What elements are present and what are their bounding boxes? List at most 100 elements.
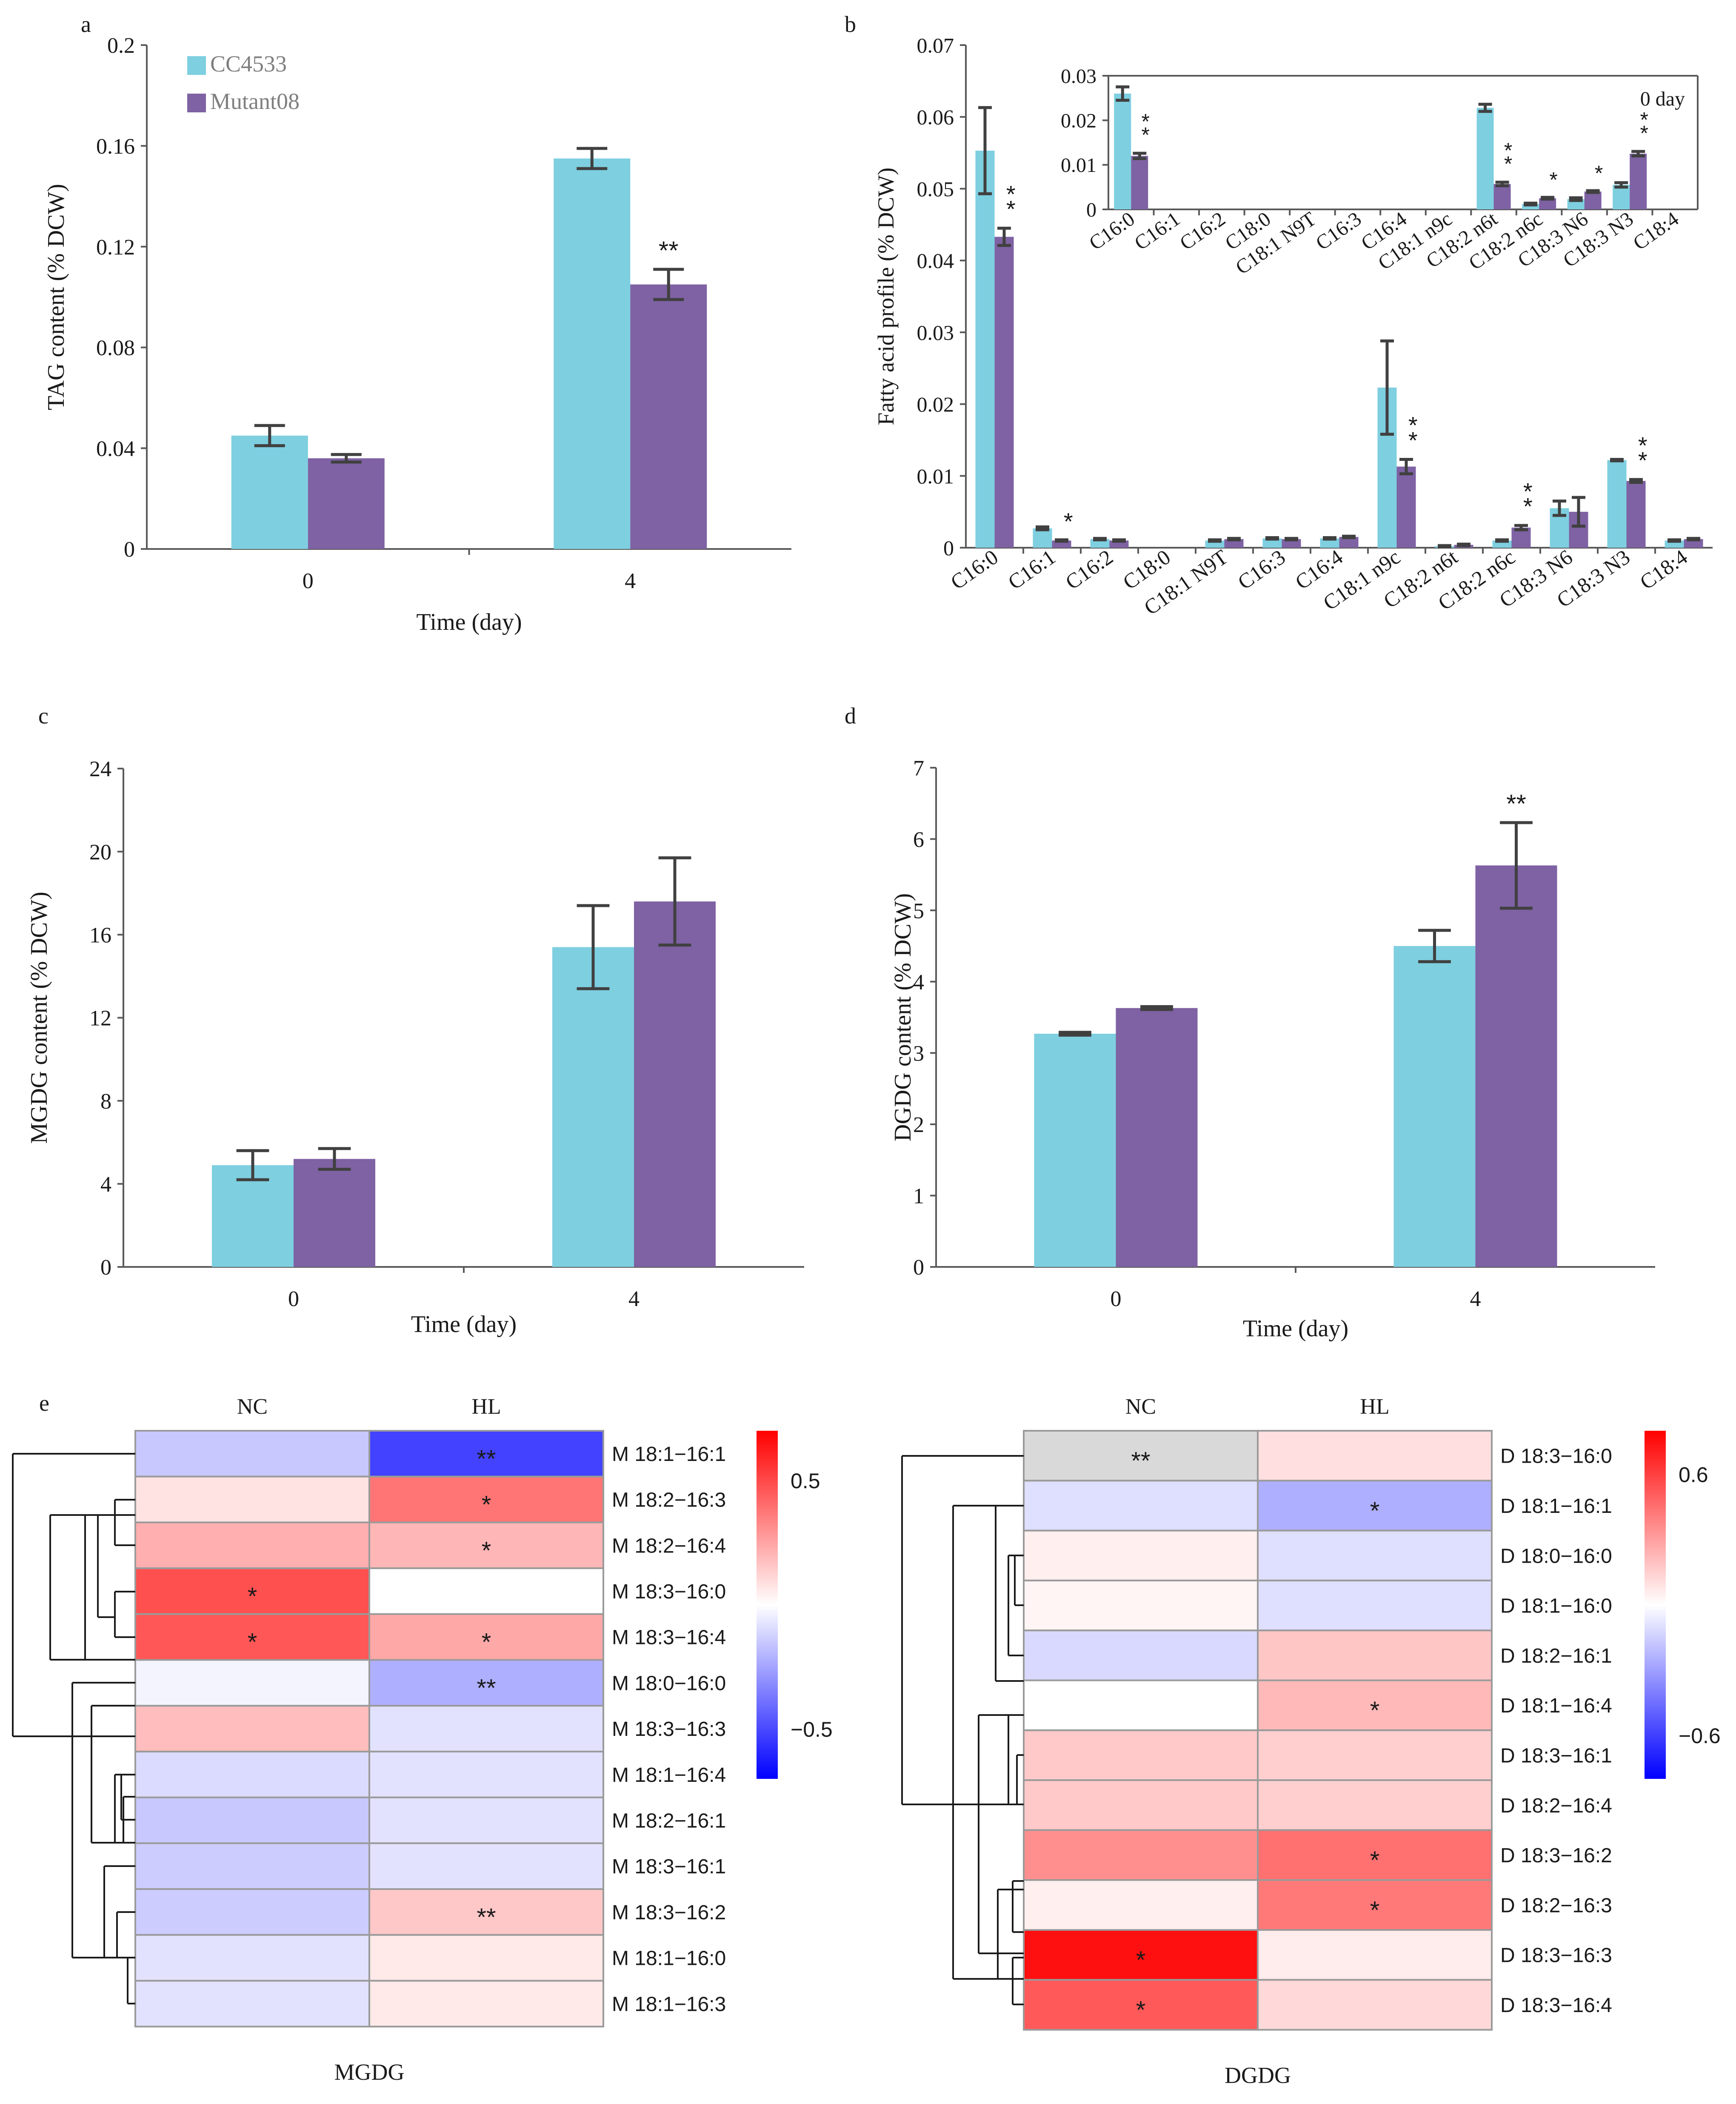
dendrogram-branch (114, 1591, 135, 1638)
y-tick-label: 0.08 (96, 336, 135, 360)
legend-swatch-cc4533 (187, 56, 206, 75)
bar-cc4533-0 (231, 435, 308, 549)
heat-cell (134, 1475, 370, 1524)
bar-mutant08-10 (1584, 192, 1602, 209)
x-tick-label: C16:2 (1061, 545, 1117, 594)
heat-cell (368, 1705, 604, 1752)
y-tick-label: 0.04 (96, 437, 135, 461)
row-label: D 18:3−16:1 (1500, 1744, 1612, 1767)
y-tick-label: 4 (913, 970, 924, 995)
y-tick-label: 1 (913, 1184, 924, 1209)
y-tick-label: 0.07 (917, 34, 954, 57)
bar-cc4533-5 (1262, 538, 1282, 548)
y-tick-label: 0.02 (1061, 109, 1096, 132)
heat-cell (1257, 1679, 1493, 1731)
bar-cc4533-1 (554, 158, 631, 549)
row-label: D 18:3−16:3 (1500, 1944, 1612, 1967)
heat-cell (134, 1521, 370, 1569)
significance-star: * (1638, 447, 1647, 474)
row-label: D 18:1−16:4 (1500, 1695, 1612, 1717)
significance-star: * (1523, 478, 1533, 505)
dendrogram-branch (901, 1455, 1024, 1805)
significance-star: * (1640, 121, 1648, 145)
heat-cell (134, 1980, 370, 2028)
y-axis-title: Fatty acid profile (% DCW) (873, 168, 899, 426)
dendrogram-branch (1012, 1880, 1024, 1933)
heat-cell (1257, 1829, 1493, 1881)
y-tick-label: 0 (943, 536, 954, 560)
heat-cell (134, 1430, 370, 1478)
colorbar-tick-label: 0.5 (791, 1469, 820, 1493)
heat-cell (1023, 1779, 1259, 1831)
inset-title: 0 day (1640, 88, 1685, 110)
row-label: D 18:2−16:1 (1500, 1645, 1612, 1667)
bar-mutant08-1 (634, 901, 716, 1267)
significance-star: ** (1131, 1447, 1150, 1475)
x-tick-label: 4 (1470, 1287, 1481, 1311)
dendrogram-branch (97, 1514, 115, 1618)
bar-cc4533-1 (552, 947, 634, 1267)
bar-mutant08-11 (1630, 154, 1647, 209)
colorbar (1645, 1431, 1666, 1779)
dendrogram-branch (1014, 1555, 1024, 1606)
legend: CC4533 Mutant08 (187, 51, 300, 114)
heat-cell (368, 1430, 604, 1478)
y-tick-label: 0.12 (96, 235, 135, 260)
heat-cell (1257, 1779, 1493, 1831)
heat-cell (134, 1888, 370, 1936)
heat-cell (1257, 1979, 1493, 2031)
y-tick-label: 12 (89, 1006, 111, 1031)
y-tick-label: 24 (89, 757, 111, 781)
heatmap-title: DGDG (1225, 2063, 1291, 2088)
dendrogram-branch (995, 1505, 1024, 1682)
y-tick-label: 20 (89, 840, 111, 864)
y-tick-label: 0.16 (96, 134, 135, 159)
heat-cell (1257, 1879, 1493, 1931)
heat-cell (134, 1934, 370, 1982)
significance-star: * (1549, 168, 1557, 192)
significance-star: * (1640, 108, 1648, 132)
heat-cell (1257, 1529, 1493, 1581)
bar-cc4533-8 (1476, 108, 1494, 209)
row-label: M 18:1−16:0 (612, 1947, 726, 1970)
bar-mutant08-8 (1493, 184, 1511, 209)
significance-star: * (1370, 1847, 1380, 1874)
colorbar-tick-label: −0.5 (791, 1718, 833, 1741)
bar-cc4533-0 (975, 151, 995, 548)
heat-cell (134, 1705, 370, 1752)
heat-cell (368, 1796, 604, 1844)
heat-cell (1023, 1629, 1259, 1681)
heat-cell (1257, 1729, 1493, 1781)
significance-star: ** (477, 1674, 496, 1702)
row-label: D 18:3−16:0 (1500, 1445, 1612, 1468)
significance-star: * (482, 1629, 491, 1656)
y-axis-title: MGDG content (% DCW) (26, 892, 52, 1144)
significance-star: * (248, 1583, 257, 1610)
significance-star: * (1638, 432, 1647, 459)
dendrogram-branch (127, 1957, 135, 2004)
bar-cc4533-0 (1114, 93, 1131, 209)
row-label: M 18:1−16:4 (612, 1764, 726, 1787)
heat-cell (368, 1888, 604, 1936)
heat-cell (1023, 1529, 1259, 1581)
x-tick-label: 4 (625, 569, 636, 593)
bar-mutant08-0 (294, 1159, 375, 1267)
bar-cc4533-11 (1607, 460, 1627, 548)
bar-cc4533-1 (1393, 946, 1476, 1267)
x-tick-label: C16:2 (1176, 208, 1230, 255)
row-label: M 18:0−16:0 (612, 1672, 726, 1695)
panels: 00.040.080.120.160.20 4**TAG content (% D… (26, 11, 1713, 1342)
heat-cell (1257, 1579, 1493, 1632)
y-tick-label: 0.03 (1061, 65, 1096, 88)
y-tick-label: 4 (100, 1172, 111, 1197)
x-tick-label: C18:4 (1636, 545, 1692, 594)
bar-cc4533-6 (1320, 538, 1339, 548)
heat-cell (134, 1796, 370, 1844)
heat-cell (1257, 1480, 1493, 1532)
y-tick-label: 3 (913, 1041, 924, 1066)
significance-star: * (1595, 161, 1603, 185)
y-tick-label: 0 (124, 537, 135, 562)
y-tick-label: 0.06 (917, 105, 954, 129)
heatmap-e_dgdg: NC HL** D 18:3−16:0* D 18:1−16:1D 18:0−16:0… (1023, 1395, 1721, 2088)
